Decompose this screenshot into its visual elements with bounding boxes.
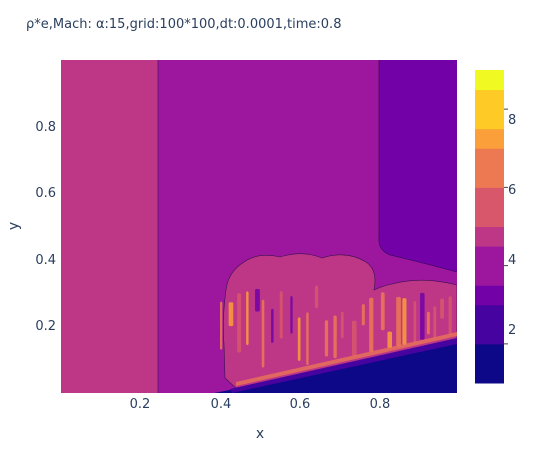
wall-layer	[230, 338, 457, 393]
blob-streak	[220, 301, 223, 350]
blob-streak	[306, 312, 309, 365]
shear-layer	[236, 332, 457, 386]
blob-streak	[380, 292, 385, 331]
blob-streak	[237, 293, 242, 353]
plot-area	[61, 60, 457, 393]
y-tick-label: 0.2	[35, 319, 56, 334]
blob-streak	[387, 331, 393, 349]
blob-streaks	[220, 285, 457, 386]
blob-streak	[297, 317, 301, 361]
x-axis-title: x	[256, 426, 264, 442]
x-tick-label: 0.8	[370, 397, 391, 412]
colorbar-band	[475, 167, 504, 188]
region-right	[378, 60, 457, 272]
blob-streak	[261, 299, 265, 368]
x-tick-label: 0.2	[130, 397, 151, 412]
colorbar-band	[475, 148, 504, 169]
blob-streak	[271, 308, 274, 343]
colorbar-tick-label: 8	[508, 113, 516, 128]
region-left	[61, 60, 158, 393]
blob-streak	[279, 291, 283, 339]
x-tick-label: 0.6	[290, 397, 311, 412]
colorbar-band	[475, 109, 504, 130]
colorbar	[475, 70, 508, 384]
wall-region	[214, 341, 457, 393]
y-tick-label: 0.4	[35, 253, 56, 268]
blob-region	[223, 253, 457, 391]
blob-streak	[361, 304, 365, 326]
colorbar-band	[475, 206, 504, 227]
colorbar-band	[475, 128, 504, 149]
x-tick-label: 0.4	[211, 397, 232, 412]
blob-streak	[314, 285, 319, 308]
colorbar-band	[475, 343, 504, 364]
blob-streak	[396, 297, 401, 347]
blob-streak	[369, 297, 374, 353]
chart-title: ρ*e,Mach: α:15,grid:100*100,dt:0.0001,ti…	[26, 17, 341, 32]
colorbar-band	[475, 363, 504, 384]
blob-streak	[352, 320, 357, 357]
colorbar-band	[475, 187, 504, 208]
blob-streak	[433, 306, 437, 338]
colorbar-band	[475, 70, 504, 91]
blob-streak	[255, 289, 260, 312]
blob-streak	[426, 311, 430, 335]
y-axis-title: y	[6, 222, 22, 230]
blob-streak	[402, 298, 407, 345]
blob-streak	[228, 302, 234, 327]
colorbar-band	[475, 226, 504, 247]
colorbar-band	[475, 89, 504, 110]
blob-streak	[290, 296, 293, 334]
colorbar-band	[475, 246, 504, 267]
colorbar-band	[475, 304, 504, 325]
blob-streak	[440, 298, 445, 319]
blob-streak	[448, 296, 452, 335]
y-tick-label: 0.6	[35, 186, 56, 201]
colorbar-band	[475, 285, 504, 306]
contour-line-right	[378, 60, 457, 273]
blob-streak	[340, 311, 344, 339]
blob-streak	[333, 315, 337, 359]
colorbar-tick-label: 2	[508, 323, 516, 338]
blob-streak	[420, 292, 425, 340]
blob-streak	[324, 320, 329, 357]
colorbar-band	[475, 265, 504, 286]
colorbar-band	[475, 324, 504, 345]
colorbar-tick-label: 4	[508, 253, 516, 268]
blob-streak	[246, 291, 249, 346]
colorbar-tick-label: 6	[508, 183, 516, 198]
blob-streak	[413, 301, 417, 343]
y-tick-label: 0.8	[35, 120, 56, 135]
